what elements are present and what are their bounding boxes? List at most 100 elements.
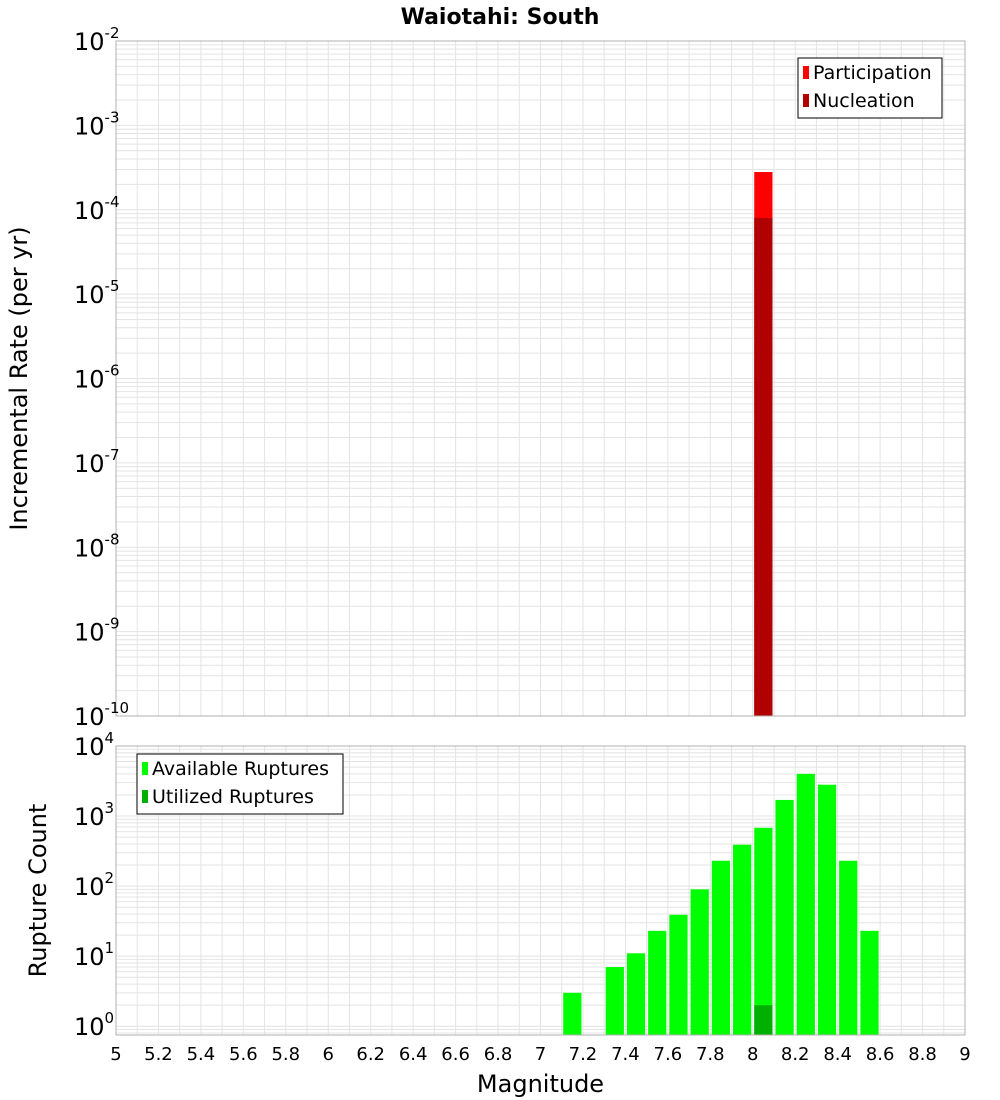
y-tick-base: 10 (74, 112, 105, 140)
y-tick-base: 10 (74, 450, 105, 478)
x-tick-label: 6.2 (356, 1044, 385, 1065)
x-axis-label: Magnitude (477, 1070, 604, 1098)
x-tick-label: 7.2 (569, 1044, 598, 1065)
x-tick-label: 6 (323, 1044, 334, 1065)
y-tick-base: 10 (74, 733, 105, 761)
x-tick-label: 8.8 (908, 1044, 937, 1065)
x-tick-label: 7 (535, 1044, 546, 1065)
x-tick-label: 7.6 (654, 1044, 683, 1065)
y-tick-label: 102 (74, 869, 114, 901)
x-tick-label: 5.6 (229, 1044, 258, 1065)
legend-box (136, 753, 344, 815)
bar-available-ruptures (669, 914, 688, 1035)
x-tick-label: 8.6 (866, 1044, 895, 1065)
y-tick-exponent: 0 (105, 1009, 115, 1027)
y-tick-label: 10-2 (74, 24, 120, 56)
x-tick-label: 5 (110, 1044, 121, 1065)
bar-available-ruptures (605, 967, 624, 1035)
bar-available-ruptures (733, 844, 752, 1035)
bar-available-ruptures (563, 992, 582, 1035)
x-tick-label: 8.4 (823, 1044, 852, 1065)
y-tick-exponent: 2 (105, 869, 115, 887)
legend: Available Ruptures Utilized Ruptures (136, 753, 344, 815)
x-tick-label: 6.4 (399, 1044, 428, 1065)
bar-available-ruptures (754, 827, 773, 1035)
y-tick-base: 10 (74, 873, 105, 901)
grid (115, 745, 966, 1035)
y-axis-label: Rupture Count (24, 804, 52, 978)
bar-available-ruptures (860, 930, 879, 1035)
x-tick-label: 7.4 (611, 1044, 640, 1065)
x-tick-label: 6.8 (484, 1044, 513, 1065)
x-tick-label: 9 (959, 1044, 970, 1065)
legend-swatch (142, 790, 148, 803)
chart-title: Waiotahi: South (401, 5, 600, 30)
y-tick-label: 10-10 (74, 699, 129, 731)
y-tick-base: 10 (74, 197, 105, 225)
y-tick-base: 10 (74, 366, 105, 394)
y-tick-label: 104 (74, 729, 114, 761)
legend-entry: Utilized Ruptures (152, 786, 314, 808)
x-tick-label: 8.2 (781, 1044, 810, 1065)
y-tick-exponent: -4 (105, 193, 120, 211)
x-tick-label: 5.2 (144, 1044, 173, 1065)
legend-swatch (142, 762, 148, 775)
y-tick-label: 10-8 (74, 530, 120, 562)
grid (115, 40, 966, 717)
incremental-rate-panel: 10-1010-910-810-710-610-510-410-310-2Inc… (5, 24, 966, 731)
y-tick-label: 10-7 (74, 446, 120, 478)
y-tick-exponent: -2 (105, 24, 120, 42)
bar-nucleation (754, 217, 773, 716)
y-tick-base: 10 (74, 1013, 105, 1041)
y-tick-base: 10 (74, 803, 105, 831)
y-tick-exponent: -9 (105, 615, 120, 633)
bar-available-ruptures (796, 773, 815, 1035)
y-tick-exponent: 3 (105, 799, 115, 817)
y-tick-base: 10 (74, 943, 105, 971)
y-tick-label: 101 (74, 939, 114, 971)
x-tick-label: 5.4 (187, 1044, 216, 1065)
y-tick-base: 10 (74, 281, 105, 309)
bar-available-ruptures (817, 784, 837, 1035)
x-tick-label: 7.8 (696, 1044, 725, 1065)
bar-available-ruptures (690, 889, 709, 1035)
legend-entry: Participation (813, 62, 932, 84)
y-tick-exponent: -10 (105, 699, 130, 717)
legend-entry: Nucleation (813, 90, 915, 112)
plot-frame (115, 745, 966, 1036)
y-tick-exponent: 1 (105, 939, 115, 957)
legend-box (797, 57, 943, 119)
y-tick-base: 10 (74, 534, 105, 562)
legend: Participation Nucleation (797, 57, 943, 119)
y-tick-base: 10 (74, 28, 105, 56)
y-tick-label: 10-3 (74, 108, 120, 140)
x-tick-label: 6.6 (441, 1044, 470, 1065)
y-tick-exponent: 4 (105, 729, 115, 747)
bar-available-ruptures (775, 799, 794, 1035)
y-tick-exponent: -7 (105, 446, 120, 464)
y-axis-label: Incremental Rate (per yr) (5, 226, 33, 530)
bar-available-ruptures (648, 930, 667, 1035)
plot-frame (115, 40, 966, 717)
y-tick-exponent: -3 (105, 108, 120, 126)
y-tick-exponent: -8 (105, 530, 120, 548)
y-tick-label: 10-6 (74, 362, 120, 394)
y-tick-base: 10 (74, 619, 105, 647)
y-tick-label: 100 (74, 1009, 114, 1041)
y-tick-label: 10-5 (74, 277, 120, 309)
legend-swatch (803, 94, 809, 107)
bar-available-ruptures (711, 860, 731, 1035)
x-tick-label: 5.8 (271, 1044, 300, 1065)
y-tick-label: 10-4 (74, 193, 120, 225)
bar-available-ruptures (626, 953, 646, 1035)
bar-utilized-ruptures (754, 1005, 773, 1035)
legend-swatch (803, 66, 809, 79)
y-tick-label: 103 (74, 799, 114, 831)
y-tick-exponent: -6 (105, 362, 120, 380)
legend-entry: Available Ruptures (152, 758, 329, 780)
y-tick-label: 10-9 (74, 615, 120, 647)
y-tick-exponent: -5 (105, 277, 120, 295)
